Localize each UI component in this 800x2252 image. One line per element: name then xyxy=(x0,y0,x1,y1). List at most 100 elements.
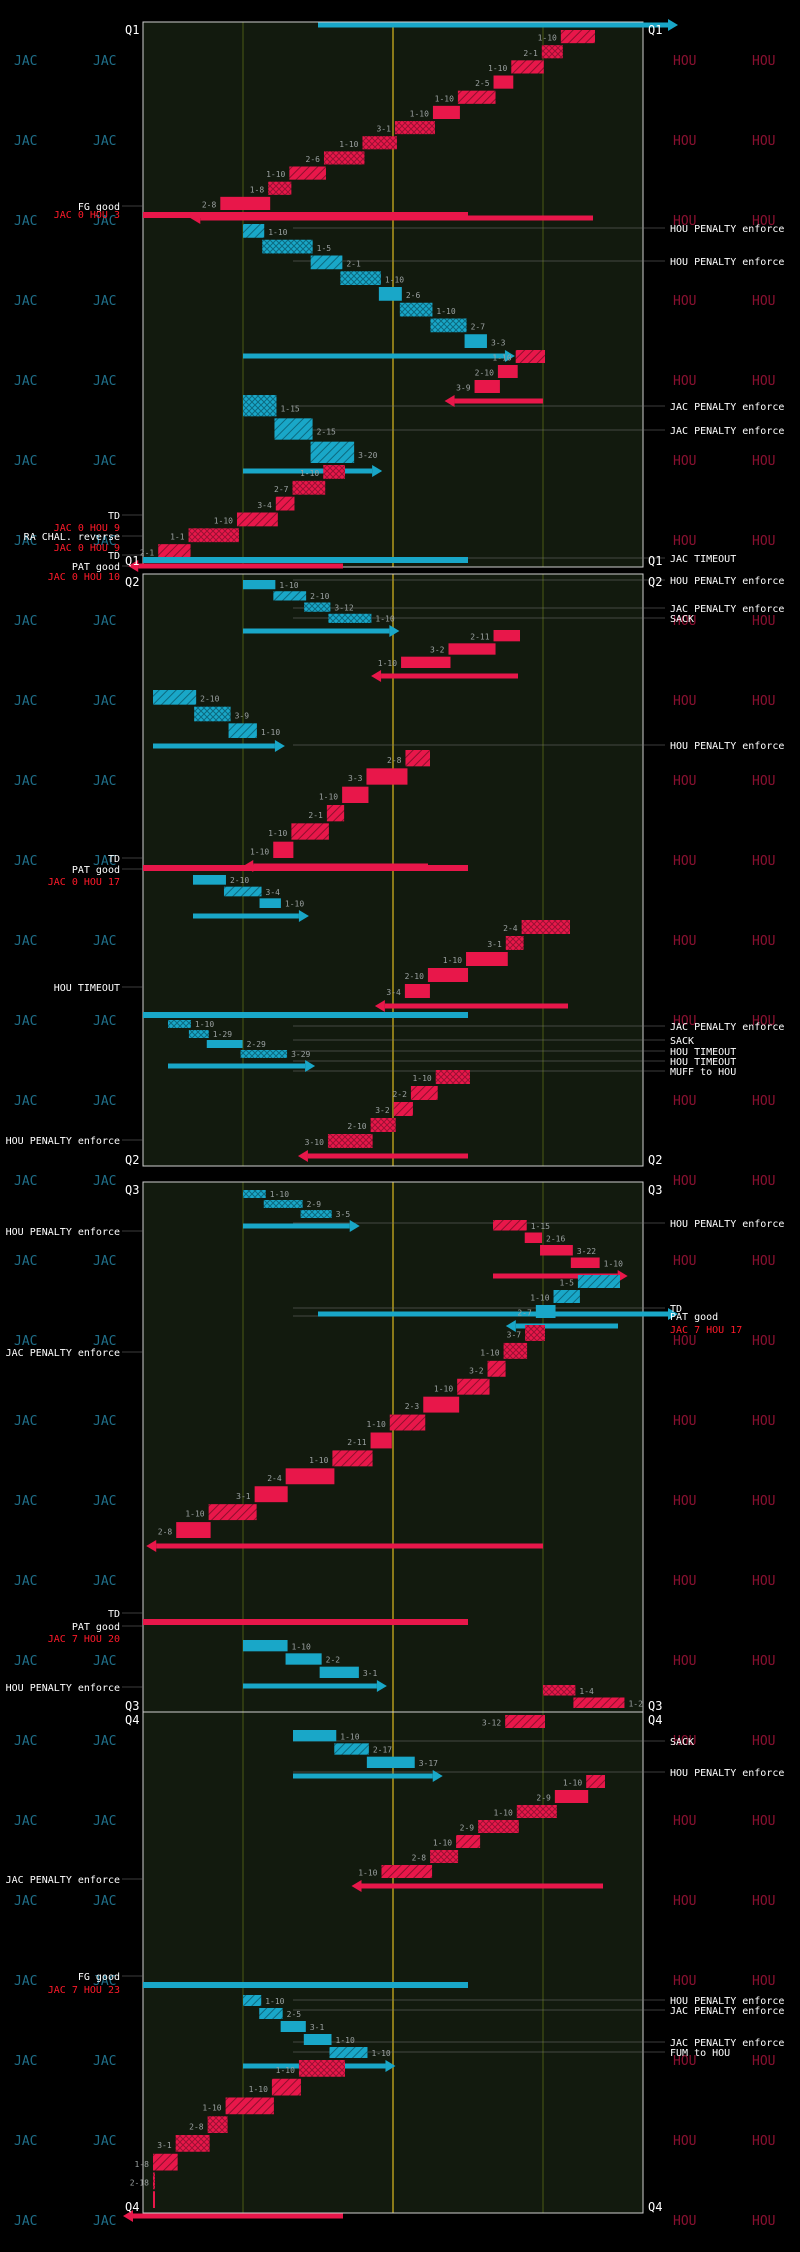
play-label: 1-10 xyxy=(434,1384,453,1393)
team-label-right: HOU xyxy=(752,1334,775,1349)
team-label-left: JAC xyxy=(93,934,116,949)
play-label: 1-10 xyxy=(339,140,358,149)
drive-arrow-head xyxy=(376,1680,387,1692)
quarter-label: Q3 xyxy=(648,1183,662,1197)
play-bar xyxy=(207,2116,228,2133)
annotation-left: HOU PENALTY enforce xyxy=(6,1227,120,1238)
team-label-left: JAC xyxy=(14,1894,37,1909)
team-label-left: JAC xyxy=(93,614,116,629)
play-label: 2-2 xyxy=(326,1656,341,1665)
play-label: 1-29 xyxy=(213,1030,232,1039)
play-label: 1-5 xyxy=(317,244,332,253)
team-label-left: JAC xyxy=(93,454,116,469)
play-bar xyxy=(220,196,271,210)
team-label-right: HOU xyxy=(673,1734,696,1749)
play-label: 3-1 xyxy=(310,2023,325,2032)
play-bar xyxy=(303,2034,332,2045)
field-border xyxy=(142,21,644,568)
annotation-right: HOU PENALTY enforce xyxy=(670,1768,784,1779)
play-label: 1-10 xyxy=(494,1809,513,1818)
play-bar xyxy=(223,886,262,897)
play-bar xyxy=(274,418,313,440)
play-bar xyxy=(586,1775,605,1788)
quarter-label: Q1 xyxy=(125,23,139,37)
team-label-left: JAC xyxy=(93,1254,116,1269)
play-bar xyxy=(448,643,496,655)
team-label-left: JAC xyxy=(93,2054,116,2069)
drive-arrow-head xyxy=(351,1880,362,1892)
drive-arrow-head xyxy=(389,625,400,637)
annotation-right: TD xyxy=(670,1304,682,1315)
play-label: 1-1 xyxy=(170,532,185,541)
team-label-right: HOU xyxy=(752,534,775,549)
play-bar xyxy=(457,1378,490,1395)
team-label-right: HOU xyxy=(673,1094,696,1109)
play-label: 2-8 xyxy=(158,1528,173,1537)
annotation-right: PAT good xyxy=(670,1312,718,1323)
annotation-left: TD xyxy=(108,511,120,522)
play-bar xyxy=(243,1995,262,2006)
play-label: 2-16 xyxy=(546,1234,565,1243)
play-bar xyxy=(275,496,295,511)
team-label-left: JAC xyxy=(93,1734,116,1749)
team-label-left: JAC xyxy=(14,2134,37,2149)
play-bar xyxy=(493,1220,527,1231)
play-label: 1-10 xyxy=(604,1259,623,1268)
play-bar xyxy=(334,1743,369,1755)
drive-arrow-head xyxy=(444,395,455,407)
team-label-right: HOU xyxy=(752,1574,775,1589)
annotation-right: HOU PENALTY enforce xyxy=(670,1219,784,1230)
team-label-right: HOU xyxy=(673,1494,696,1509)
play-label: 2-7 xyxy=(471,323,486,332)
team-label-left: JAC xyxy=(93,2134,116,2149)
play-bar xyxy=(430,1850,459,1863)
play-bar xyxy=(427,968,469,982)
play-bar xyxy=(259,2008,283,2019)
play-label: 1-10 xyxy=(367,1420,386,1429)
team-label-right: HOU xyxy=(752,2134,775,2149)
team-label-right: HOU xyxy=(673,454,696,469)
team-label-left: JAC xyxy=(93,1414,116,1429)
play-bar xyxy=(332,1450,373,1467)
play-label: 3-29 xyxy=(291,1050,310,1059)
annotation-right: SACK xyxy=(670,1737,694,1748)
play-label: 3-20 xyxy=(358,451,377,460)
kickoff-bar xyxy=(143,865,468,871)
play-bar xyxy=(153,2191,155,2208)
play-label: 2-1 xyxy=(346,260,361,269)
team-label-right: HOU xyxy=(752,2214,775,2229)
play-label: 1-10 xyxy=(530,1294,549,1303)
play-bar xyxy=(570,1257,600,1268)
play-label: 1-15 xyxy=(531,1222,550,1231)
team-label-left: JAC xyxy=(93,534,116,549)
team-label-right: HOU xyxy=(752,294,775,309)
play-label: 1-10 xyxy=(300,469,319,478)
team-label-right: HOU xyxy=(673,1814,696,1829)
drive-arrow-head xyxy=(668,1308,678,1320)
play-label: 2-1 xyxy=(308,811,323,820)
play-label: 2-7 xyxy=(274,485,289,494)
play-label: 3-5 xyxy=(336,1210,351,1219)
play-label: 3-7 xyxy=(507,1331,522,1340)
play-label: 1-10 xyxy=(492,354,511,363)
play-bar xyxy=(240,1050,288,1058)
play-bar xyxy=(168,1020,191,1028)
play-label: 3-22 xyxy=(577,1247,596,1256)
play-bar xyxy=(243,224,265,238)
play-label: 1-10 xyxy=(261,728,280,737)
annotation-right: HOU TIMEOUT xyxy=(670,1057,736,1068)
team-label-left: JAC xyxy=(93,1654,116,1669)
annotation-right: HOU PENALTY enforce xyxy=(670,1996,784,2007)
team-label-right: HOU xyxy=(752,134,775,149)
play-label: 2-5 xyxy=(287,2010,302,2019)
team-label-left: JAC xyxy=(93,214,116,229)
play-bar xyxy=(435,1070,470,1084)
team-label-left: JAC xyxy=(14,1654,37,1669)
quarter-label: Q2 xyxy=(648,1153,662,1167)
play-bar xyxy=(554,1790,589,1803)
play-label: 2-3 xyxy=(405,1402,420,1411)
play-label: 2-9 xyxy=(307,1200,322,1209)
annotation-left: HOU PENALTY enforce xyxy=(6,1136,120,1147)
play-bar xyxy=(323,151,365,165)
play-label: 1-10 xyxy=(202,2104,221,2113)
